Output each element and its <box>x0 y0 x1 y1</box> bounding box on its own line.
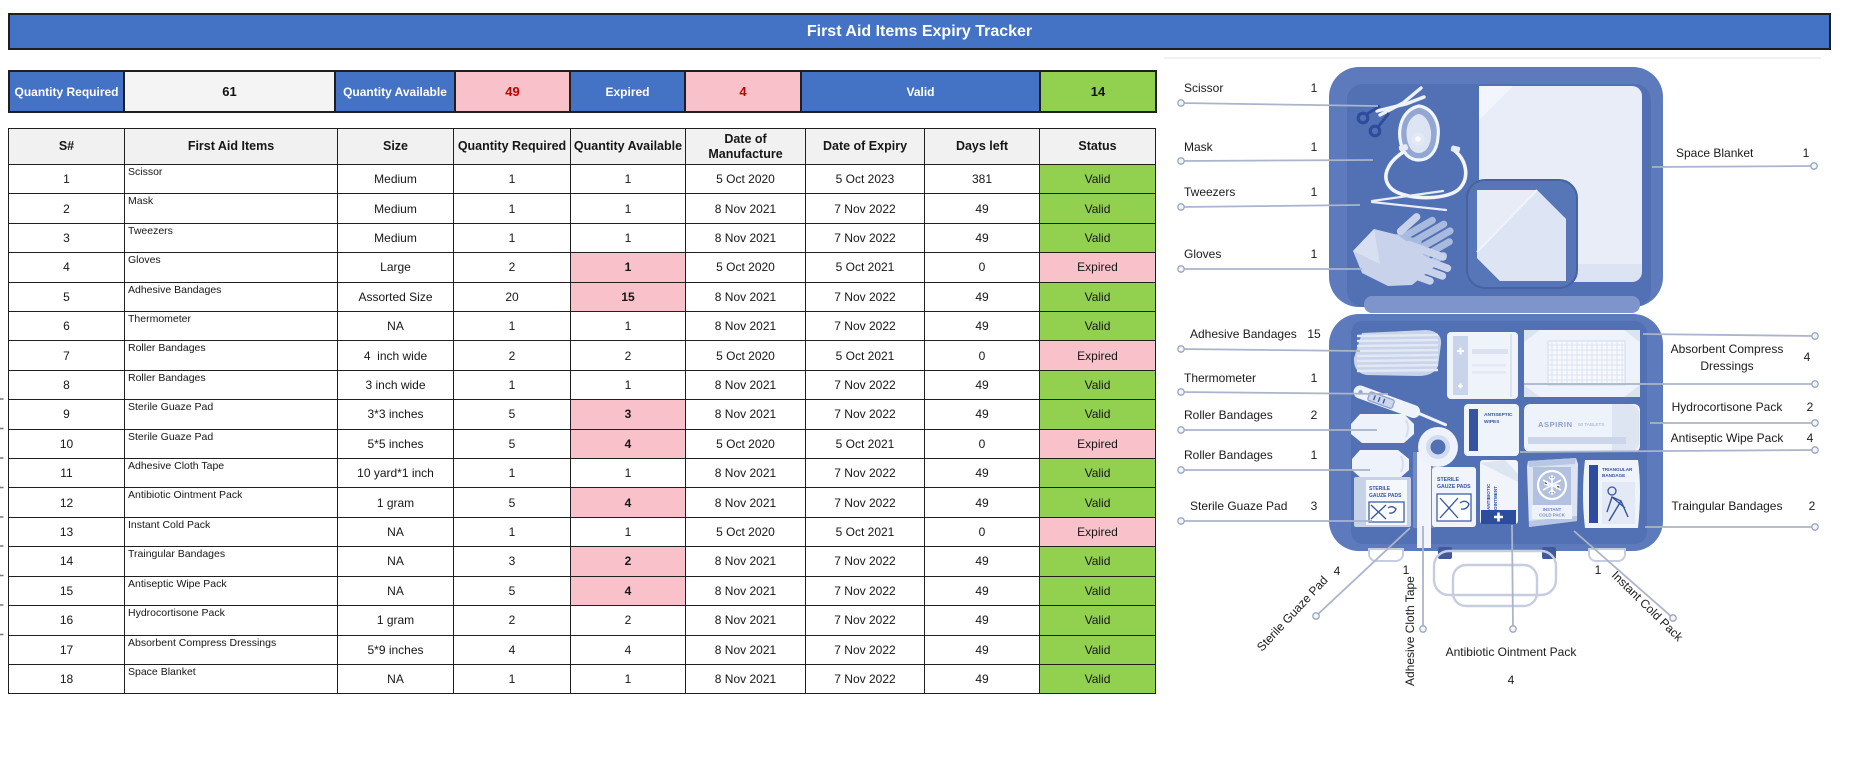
svg-text:Space Blanket: Space Blanket <box>1676 146 1754 160</box>
svg-text:INSTANT: INSTANT <box>1543 507 1562 512</box>
svg-text:1: 1 <box>1311 247 1318 261</box>
svg-text:50 TABLETS: 50 TABLETS <box>1578 422 1604 427</box>
svg-text:Roller Bandages: Roller Bandages <box>1184 448 1273 462</box>
svg-text:Mask: Mask <box>1184 140 1214 154</box>
svg-text:2: 2 <box>1807 400 1814 414</box>
svg-text:1: 1 <box>1803 146 1810 160</box>
svg-text:3: 3 <box>1311 499 1318 513</box>
svg-text:Scissor: Scissor <box>1184 81 1223 95</box>
svg-text:Antiseptic Wipe Pack: Antiseptic Wipe Pack <box>1671 431 1785 445</box>
svg-text:Sterile Guaze Pad: Sterile Guaze Pad <box>1190 499 1287 513</box>
svg-text:Adhesive Cloth Tape: Adhesive Cloth Tape <box>1403 576 1417 686</box>
svg-text:1: 1 <box>1403 563 1410 577</box>
svg-text:Absorbent Compress: Absorbent Compress <box>1671 342 1784 356</box>
svg-text:1: 1 <box>1595 563 1602 577</box>
svg-text:4: 4 <box>1807 431 1814 445</box>
svg-text:15: 15 <box>1307 327 1321 341</box>
svg-text:WIPES: WIPES <box>1484 419 1500 425</box>
svg-text:1: 1 <box>1311 185 1318 199</box>
svg-text:2: 2 <box>1311 408 1318 422</box>
svg-text:Roller Bandages: Roller Bandages <box>1184 408 1273 422</box>
svg-text:Gloves: Gloves <box>1184 247 1221 261</box>
svg-text:Adhesive Bandages: Adhesive Bandages <box>1190 327 1297 341</box>
svg-text:Dressings: Dressings <box>1700 359 1753 373</box>
svg-text:4: 4 <box>1804 350 1811 364</box>
svg-text:ANTISEPTIC: ANTISEPTIC <box>1484 412 1513 418</box>
svg-text:4: 4 <box>1508 673 1515 687</box>
svg-text:ANTIBIOTIC: ANTIBIOTIC <box>1486 483 1491 510</box>
svg-text:STERILE: STERILE <box>1437 477 1459 483</box>
svg-text:1: 1 <box>1311 140 1318 154</box>
svg-text:ASPIRIN: ASPIRIN <box>1538 420 1573 429</box>
svg-text:Antibiotic Ointment Pack: Antibiotic Ointment Pack <box>1446 645 1578 659</box>
svg-text:BANDAGE: BANDAGE <box>1602 473 1625 478</box>
svg-text:1: 1 <box>1311 448 1318 462</box>
svg-text:Thermometer: Thermometer <box>1184 371 1256 385</box>
svg-text:COLD PACK: COLD PACK <box>1539 513 1566 518</box>
svg-text:OINTMENT: OINTMENT <box>1493 486 1498 510</box>
svg-text:Traingular Bandages: Traingular Bandages <box>1672 499 1783 513</box>
svg-text:1: 1 <box>1311 371 1318 385</box>
svg-text:Hydrocortisone Pack: Hydrocortisone Pack <box>1672 400 1784 414</box>
svg-text:4: 4 <box>1334 564 1341 578</box>
svg-text:Tweezers: Tweezers <box>1184 185 1235 199</box>
svg-text:1: 1 <box>1311 81 1318 95</box>
svg-text:STERILE: STERILE <box>1369 486 1391 492</box>
svg-text:GAUZE PADS: GAUZE PADS <box>1437 484 1471 490</box>
svg-text:TRIANGULAR: TRIANGULAR <box>1602 467 1633 472</box>
svg-text:2: 2 <box>1809 499 1816 513</box>
svg-text:GAUZE PADS: GAUZE PADS <box>1369 493 1402 499</box>
svg-text:Instant Cold Pack: Instant Cold Pack <box>1609 568 1687 645</box>
